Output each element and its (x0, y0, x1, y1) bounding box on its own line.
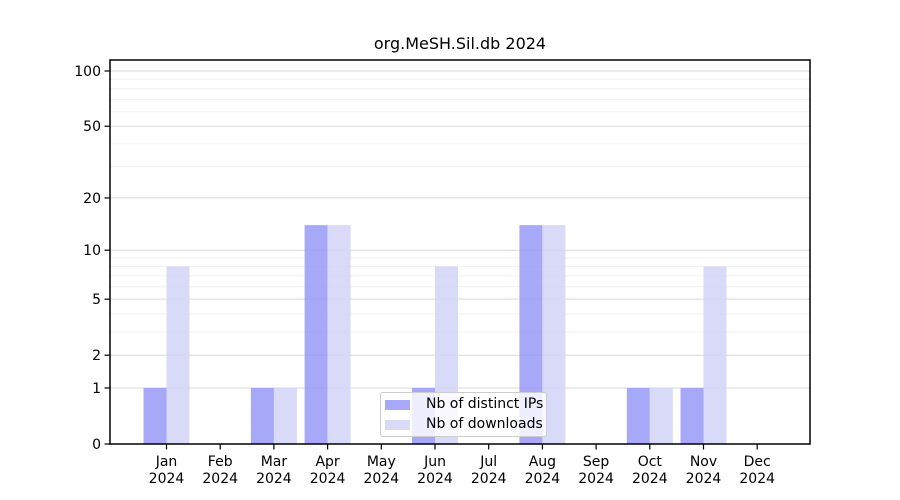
svg-text:May: May (367, 454, 396, 470)
chart-title: org.MeSH.Sil.db 2024 (373, 34, 547, 53)
svg-text:Feb: Feb (208, 454, 233, 470)
svg-text:2024: 2024 (471, 471, 507, 487)
svg-text:Nov: Nov (690, 454, 717, 470)
legend-item-distinct-ips: Nb of distinct IPs (385, 396, 546, 413)
svg-text:2024: 2024 (525, 471, 561, 487)
bar-aug-ips (519, 225, 543, 444)
svg-text:5: 5 (92, 292, 101, 308)
svg-text:10: 10 (83, 243, 101, 259)
legend-item-downloads: Nb of downloads (385, 416, 546, 433)
legend-label-downloads: Nb of downloads (426, 416, 543, 432)
svg-text:Apr: Apr (315, 454, 339, 470)
svg-text:Jan: Jan (155, 454, 178, 470)
svg-text:2024: 2024 (256, 471, 292, 487)
svg-text:Oct: Oct (638, 454, 663, 470)
svg-text:2024: 2024 (578, 471, 614, 487)
svg-text:Dec: Dec (744, 454, 771, 470)
legend-swatch-downloads-icon (385, 419, 410, 430)
svg-text:Aug: Aug (529, 454, 556, 470)
svg-text:2024: 2024 (149, 471, 185, 487)
svg-text:50: 50 (83, 119, 101, 135)
bar-jan-ips (143, 387, 167, 444)
bar-jan-downloads (166, 266, 190, 444)
svg-text:Jun: Jun (423, 454, 446, 470)
svg-text:0: 0 (92, 437, 101, 453)
svg-text:2024: 2024 (310, 471, 346, 487)
bar-nov-downloads (703, 266, 727, 444)
svg-text:2024: 2024 (686, 471, 722, 487)
svg-text:20: 20 (83, 191, 101, 207)
svg-text:1: 1 (92, 381, 101, 397)
svg-text:Jul: Jul (479, 454, 497, 470)
svg-text:2024: 2024 (632, 471, 668, 487)
bar-apr-downloads (327, 225, 351, 444)
bar-apr-ips (304, 225, 328, 444)
svg-text:2024: 2024 (202, 471, 238, 487)
bar-oct-ips (626, 387, 650, 444)
legend-swatch-distinct-ips-icon (385, 399, 410, 410)
svg-text:2024: 2024 (739, 471, 775, 487)
legend: Nb of distinct IPs Nb of downloads (380, 392, 547, 437)
bar-aug-downloads (542, 225, 566, 444)
svg-text:100: 100 (74, 64, 101, 80)
svg-text:Sep: Sep (583, 454, 610, 470)
svg-text:2024: 2024 (363, 471, 399, 487)
bar-mar-ips (250, 387, 274, 444)
bar-oct-downloads (649, 387, 673, 444)
bar-mar-downloads (273, 387, 297, 444)
svg-text:2024: 2024 (417, 471, 453, 487)
svg-text:Mar: Mar (261, 454, 288, 470)
legend-label-distinct-ips: Nb of distinct IPs (426, 396, 544, 412)
svg-text:2: 2 (92, 348, 101, 364)
bar-nov-ips (680, 387, 704, 444)
